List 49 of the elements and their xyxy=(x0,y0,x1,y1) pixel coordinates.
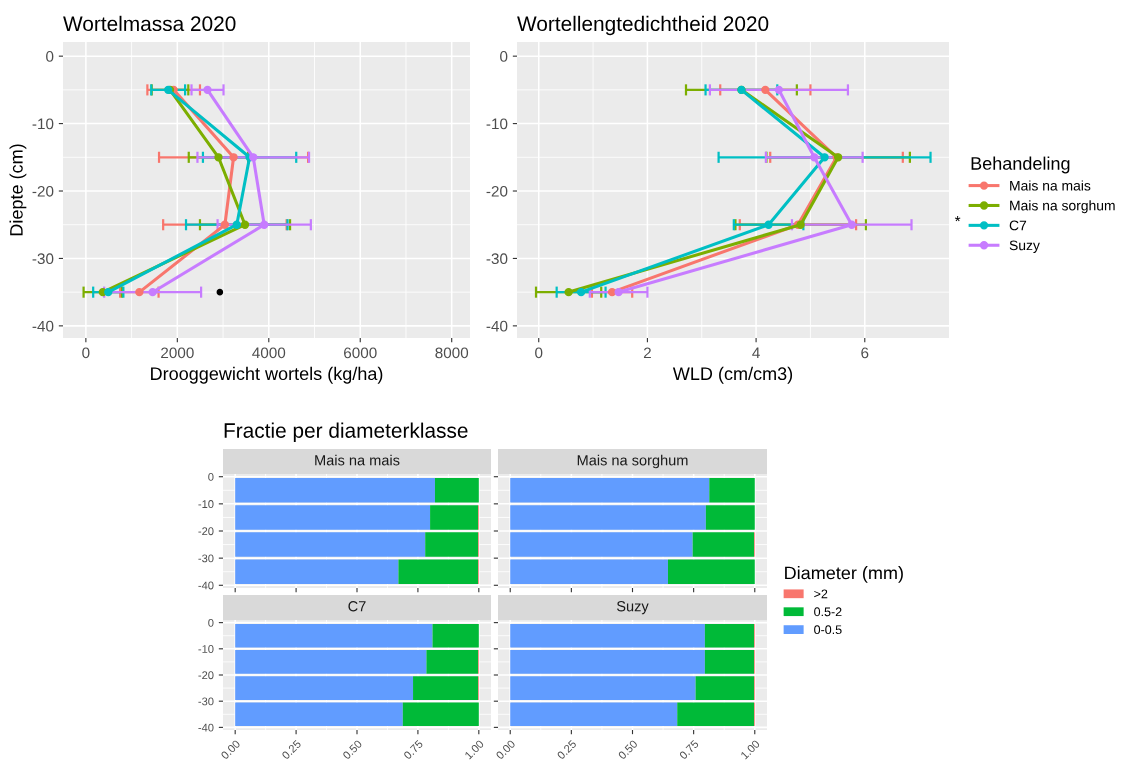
y-tick-label: -40 xyxy=(198,581,214,590)
y-tick-label: 0 xyxy=(208,472,214,481)
y-tick-label: 0 xyxy=(500,51,508,62)
x-tick-label: 6 xyxy=(861,347,869,359)
text: * xyxy=(954,216,961,222)
y-tick-label: -40 xyxy=(486,320,508,332)
y-tick-label: -20 xyxy=(486,185,508,197)
x-axis-title: WLD (cm/cm3) xyxy=(672,366,793,384)
y-tick-label: -30 xyxy=(32,253,54,265)
y-tick-label: -20 xyxy=(32,185,54,197)
x-tick-label: 2000 xyxy=(161,347,194,359)
y-tick-label: 0 xyxy=(208,618,214,627)
chart-title: Mais na mais xyxy=(315,454,400,466)
y-tick-label: -20 xyxy=(198,671,214,680)
y-tick-label: -30 xyxy=(486,253,508,265)
chart-title: Suzy xyxy=(616,601,649,615)
x-tick-label: 8000 xyxy=(435,347,469,359)
x-tick-label: 4000 xyxy=(252,347,286,359)
y-tick-label: -30 xyxy=(198,697,214,706)
y-tick-label: -10 xyxy=(32,118,54,130)
legend-title: Behandeling xyxy=(971,156,1070,174)
x-tick-label: 6000 xyxy=(344,347,377,359)
y-tick-label: -10 xyxy=(198,500,214,508)
y-tick-label: -40 xyxy=(198,723,214,732)
legend-label: 0.5-2 xyxy=(814,607,842,617)
chart-title: C7 xyxy=(348,601,366,612)
legend-title: Diameter (mm) xyxy=(785,566,903,583)
x-tick-label: 0 xyxy=(82,347,90,359)
legend-label: Suzy xyxy=(1009,240,1040,253)
y-tick-label: -30 xyxy=(198,554,214,563)
x-axis-title: Drooggewicht wortels (kg/ha) xyxy=(151,366,383,384)
legend-label: Mais na sorghum xyxy=(1010,200,1115,214)
legend-label: >2 xyxy=(814,589,828,599)
text: Fractie per diameterklasse xyxy=(224,422,468,442)
y-tick-label: -10 xyxy=(198,645,214,653)
chart-title: Wortelmassa 2020 xyxy=(63,15,236,32)
x-tick-label: 0 xyxy=(535,347,543,359)
x-tick-label: 2 xyxy=(643,347,651,359)
y-axis-title: Diepte (cm) xyxy=(9,144,27,236)
x-tick-label: 4 xyxy=(752,347,760,359)
y-tick-label: -10 xyxy=(486,118,508,130)
legend-label: Mais na mais xyxy=(1010,180,1091,191)
chart-title: Wortellengtedichtheid 2020 xyxy=(517,15,769,36)
legend-label: C7 xyxy=(1009,220,1027,231)
legend-label: 0-0.5 xyxy=(814,625,842,635)
y-tick-label: -20 xyxy=(198,527,214,536)
y-tick-label: 0 xyxy=(46,51,54,62)
chart-title: Mais na sorghum xyxy=(577,454,688,469)
y-tick-label: -40 xyxy=(32,320,54,332)
